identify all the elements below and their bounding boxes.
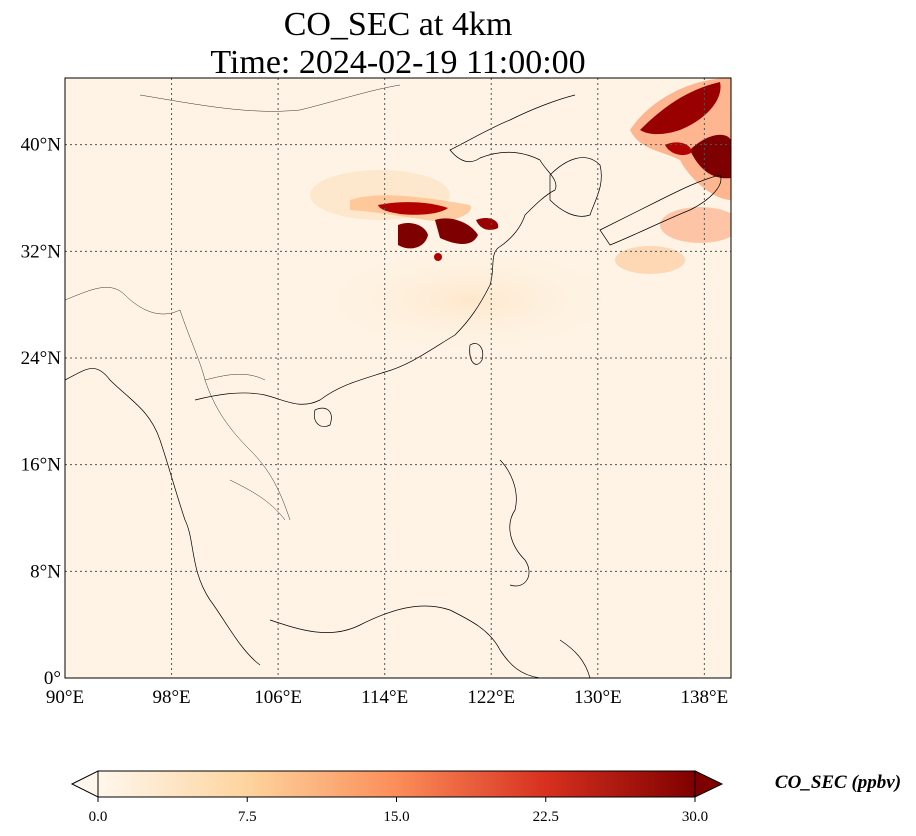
lat-tick-label: 40°N <box>21 135 62 156</box>
colorbar-ticks: 0.0 7.5 15.0 22.5 30.0 <box>89 797 708 825</box>
map-title: CO_SEC at 4km <box>283 6 513 43</box>
plume-east-china <box>350 195 499 261</box>
colorbar-label: CO_SEC (ppbv) <box>775 772 901 793</box>
country-borders <box>65 84 401 521</box>
colorbar-tick-label: 30.0 <box>682 809 708 825</box>
map-background <box>65 78 731 678</box>
lat-tick-label: 0° <box>44 668 61 689</box>
lat-tick-labels: 0° 8°N 16°N 24°N 32°N 40°N <box>21 135 62 689</box>
lon-tick-label: 90°E <box>46 687 84 708</box>
lon-tick-label: 106°E <box>254 687 302 708</box>
lat-tick-label: 16°N <box>21 455 62 476</box>
colorbar-tick-label: 7.5 <box>238 809 257 825</box>
coastlines <box>65 94 722 678</box>
plume-japan <box>615 207 731 274</box>
colorbar-tick-label: 22.5 <box>533 809 559 825</box>
lon-tick-label: 138°E <box>681 687 729 708</box>
colorbar-ramp <box>98 771 695 797</box>
lat-tick-label: 24°N <box>21 348 62 369</box>
lon-tick-label: 122°E <box>467 687 515 708</box>
colorbar-extend-max <box>694 770 724 798</box>
map-time: Time: 2024-02-19 11:00:00 <box>210 44 586 81</box>
lon-tick-labels: 90°E 98°E 106°E 114°E 122°E 130°E 138°E <box>46 687 728 708</box>
lon-tick-label: 130°E <box>574 687 622 708</box>
colorbar-tick-label: 15.0 <box>383 809 409 825</box>
plume-northeast <box>630 78 731 200</box>
colorbar-extend-min <box>70 770 99 798</box>
map-frame <box>64 77 732 679</box>
lon-tick-label: 98°E <box>152 687 190 708</box>
colorbar-tick-label: 0.0 <box>89 809 108 825</box>
lon-tick-label: 114°E <box>361 687 408 708</box>
lat-tick-label: 32°N <box>21 241 62 262</box>
colorbar: 0.0 7.5 15.0 22.5 30.0 CO_SEC (ppbv) <box>70 770 901 825</box>
gridlines <box>65 78 731 678</box>
lat-tick-label: 8°N <box>30 561 61 582</box>
